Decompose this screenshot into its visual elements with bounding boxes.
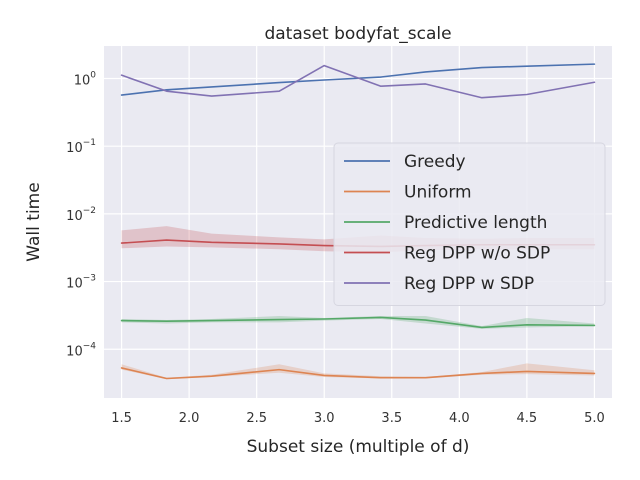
line-predictive-length [120, 316, 596, 329]
legend-label-reg-dpp-w-o-sdp: Reg DPP w/o SDP [404, 244, 550, 264]
y-tick-label: 10−4 [66, 341, 96, 359]
y-tick-label: 10−1 [66, 138, 96, 156]
chart-title: dataset bodyfat_scale [264, 24, 451, 44]
y-tick-label: 100 [74, 70, 97, 88]
x-tick-label: 4.0 [449, 411, 470, 426]
line-uniform [120, 367, 596, 380]
legend-frame [333, 142, 606, 306]
x-tick-label: 2.0 [179, 411, 200, 426]
y-axis-label: Wall time [24, 182, 44, 261]
band-predictive-length [121, 316, 595, 329]
y-axis-ticks: 10−4 10−3 10−2 10−1 100 [66, 70, 96, 359]
legend-label-predictive-length: Predictive length [404, 213, 547, 233]
y-tick-label: 10−2 [66, 206, 96, 224]
x-tick-label: 3.5 [381, 411, 402, 426]
y-tick-label: 10−3 [66, 274, 96, 292]
legend: Greedy Uniform Predictive length Reg DPP w/… [333, 142, 606, 306]
x-tick-label: 3.0 [314, 411, 335, 426]
line-greedy [120, 63, 596, 96]
legend-label-uniform: Uniform [404, 183, 472, 203]
legend-label-reg-dpp-w-sdp: Reg DPP w SDP [404, 274, 534, 294]
x-tick-label: 2.5 [246, 411, 267, 426]
line-reg-dpp-w-sdp [120, 64, 596, 99]
x-tick-label: 5.0 [584, 411, 605, 426]
x-tick-label: 4.5 [517, 411, 538, 426]
legend-label-greedy: Greedy [404, 152, 466, 172]
x-tick-label: 1.5 [111, 411, 132, 426]
x-axis-ticks: 1.5 2.0 2.5 3.0 3.5 4.0 4.5 5.0 [111, 411, 605, 426]
x-axis-label: Subset size (multiple of d) [247, 437, 470, 457]
